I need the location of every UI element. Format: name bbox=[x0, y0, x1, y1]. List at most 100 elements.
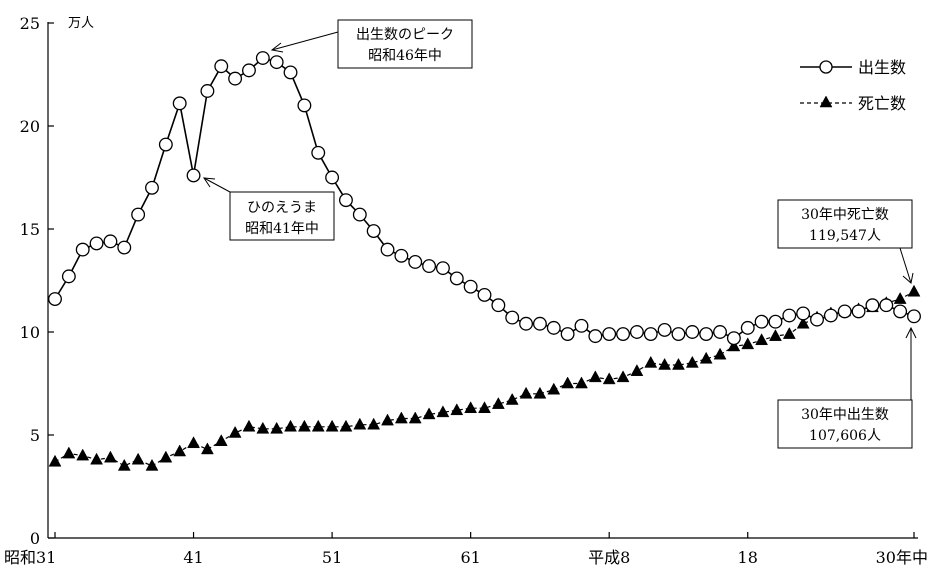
deaths-point bbox=[187, 436, 200, 449]
deaths-point bbox=[478, 401, 491, 414]
annotation-peak-arrowhead bbox=[270, 42, 284, 53]
deaths-point bbox=[519, 386, 533, 399]
births-point bbox=[740, 320, 755, 335]
births-point bbox=[505, 310, 520, 325]
births-point bbox=[893, 304, 908, 319]
annotation-peak-arrow bbox=[271, 31, 339, 51]
legend: 出生数 死亡数 bbox=[800, 58, 906, 113]
deaths-point bbox=[159, 450, 173, 463]
deaths-point bbox=[755, 333, 769, 346]
deaths-point bbox=[242, 419, 256, 432]
births-point bbox=[339, 193, 353, 208]
deaths-point bbox=[699, 351, 713, 364]
births-point bbox=[699, 327, 714, 342]
births-point bbox=[394, 248, 409, 263]
births-point bbox=[89, 236, 104, 251]
deaths-point bbox=[893, 292, 907, 304]
x-tick-label: 51 bbox=[322, 548, 342, 567]
legend-death-label: 死亡数 bbox=[858, 94, 906, 113]
deaths-point bbox=[713, 347, 727, 360]
births-point bbox=[602, 327, 617, 342]
deaths-point bbox=[311, 419, 325, 432]
births-point bbox=[380, 242, 395, 257]
annotation-deaths-line1: 30年中死亡数 bbox=[801, 207, 889, 223]
births-point bbox=[477, 287, 492, 302]
y-tick-label: 10 bbox=[20, 323, 40, 342]
annotation-peak-line2: 昭和46年中 bbox=[368, 48, 442, 64]
births-point bbox=[754, 314, 769, 329]
annotation-peak: 出生数のピーク 昭和46年中 bbox=[270, 19, 473, 69]
births-point bbox=[546, 320, 561, 335]
deaths-point bbox=[103, 450, 117, 463]
annotation-deaths-arrow bbox=[899, 247, 912, 284]
deaths-point bbox=[90, 452, 103, 465]
x-tick-label: 昭和31 bbox=[4, 548, 56, 567]
annotation-peak-box bbox=[337, 19, 473, 69]
deaths-point bbox=[131, 452, 145, 465]
deaths-point bbox=[602, 372, 616, 385]
deaths-point bbox=[727, 339, 741, 352]
births-point bbox=[145, 180, 159, 195]
annotation-births-arrowhead bbox=[905, 326, 917, 339]
legend-birth-label: 出生数 bbox=[858, 58, 906, 77]
deaths-point bbox=[173, 444, 187, 457]
axes: 万人 bbox=[47, 16, 918, 539]
births-point bbox=[103, 234, 118, 249]
x-tick-label: 61 bbox=[460, 548, 480, 567]
y-tick-label: 15 bbox=[20, 220, 40, 239]
births-point bbox=[352, 207, 367, 222]
births-point bbox=[768, 314, 783, 329]
births-point bbox=[657, 322, 672, 337]
births-point bbox=[214, 59, 229, 74]
x-tick-label: 18 bbox=[738, 548, 758, 567]
births-point bbox=[823, 308, 838, 323]
births-point bbox=[879, 298, 894, 313]
deaths-point bbox=[464, 401, 478, 414]
deaths-point bbox=[769, 329, 782, 341]
births-point bbox=[255, 51, 270, 65]
deaths-point bbox=[76, 448, 90, 461]
deaths-point bbox=[256, 421, 270, 434]
deaths-point bbox=[436, 405, 450, 418]
births-point bbox=[158, 137, 173, 152]
births-point bbox=[491, 298, 506, 313]
deaths-point bbox=[450, 403, 464, 416]
births-point bbox=[726, 331, 741, 346]
y-tick-label: 0 bbox=[30, 529, 40, 548]
deaths-point bbox=[270, 421, 284, 434]
deaths-point bbox=[672, 357, 685, 370]
deaths-point bbox=[616, 370, 630, 383]
deaths-point bbox=[381, 413, 394, 426]
deaths-point bbox=[408, 411, 422, 424]
x-tick-label: 30年中 bbox=[876, 548, 928, 567]
births-point bbox=[186, 168, 201, 183]
annotation-deaths-box bbox=[777, 199, 913, 249]
deaths-point bbox=[62, 446, 76, 459]
deaths-point bbox=[561, 376, 575, 389]
x-ticks: 昭和31 41 51 61 平成8 18 30年中 bbox=[4, 532, 928, 567]
y-ticks: 0 5 10 15 20 25 bbox=[20, 14, 54, 548]
deaths-point bbox=[214, 434, 228, 446]
births-point bbox=[311, 145, 326, 160]
births-point bbox=[422, 259, 437, 274]
births-point bbox=[75, 242, 90, 257]
deaths-point bbox=[491, 397, 505, 409]
deaths-point bbox=[394, 411, 408, 424]
deaths-point bbox=[575, 376, 588, 389]
deaths-point bbox=[907, 284, 921, 297]
births-point bbox=[463, 279, 478, 294]
births-point bbox=[837, 304, 852, 319]
series bbox=[48, 51, 921, 471]
births-point bbox=[629, 325, 644, 339]
births-point bbox=[643, 327, 658, 342]
deaths-point bbox=[117, 458, 131, 471]
annotation-hinoeuma-line2: 昭和41年中 bbox=[245, 221, 319, 237]
annotation-births-2018: 30年中出生数 107,606人 bbox=[777, 326, 917, 449]
y-tick-label: 20 bbox=[20, 117, 40, 136]
births-point bbox=[131, 207, 146, 222]
annotation-births-line1: 30年中出生数 bbox=[801, 407, 889, 423]
births-point bbox=[408, 255, 423, 269]
births-point bbox=[810, 312, 824, 327]
births-point bbox=[366, 224, 381, 239]
deaths-point bbox=[505, 392, 519, 405]
